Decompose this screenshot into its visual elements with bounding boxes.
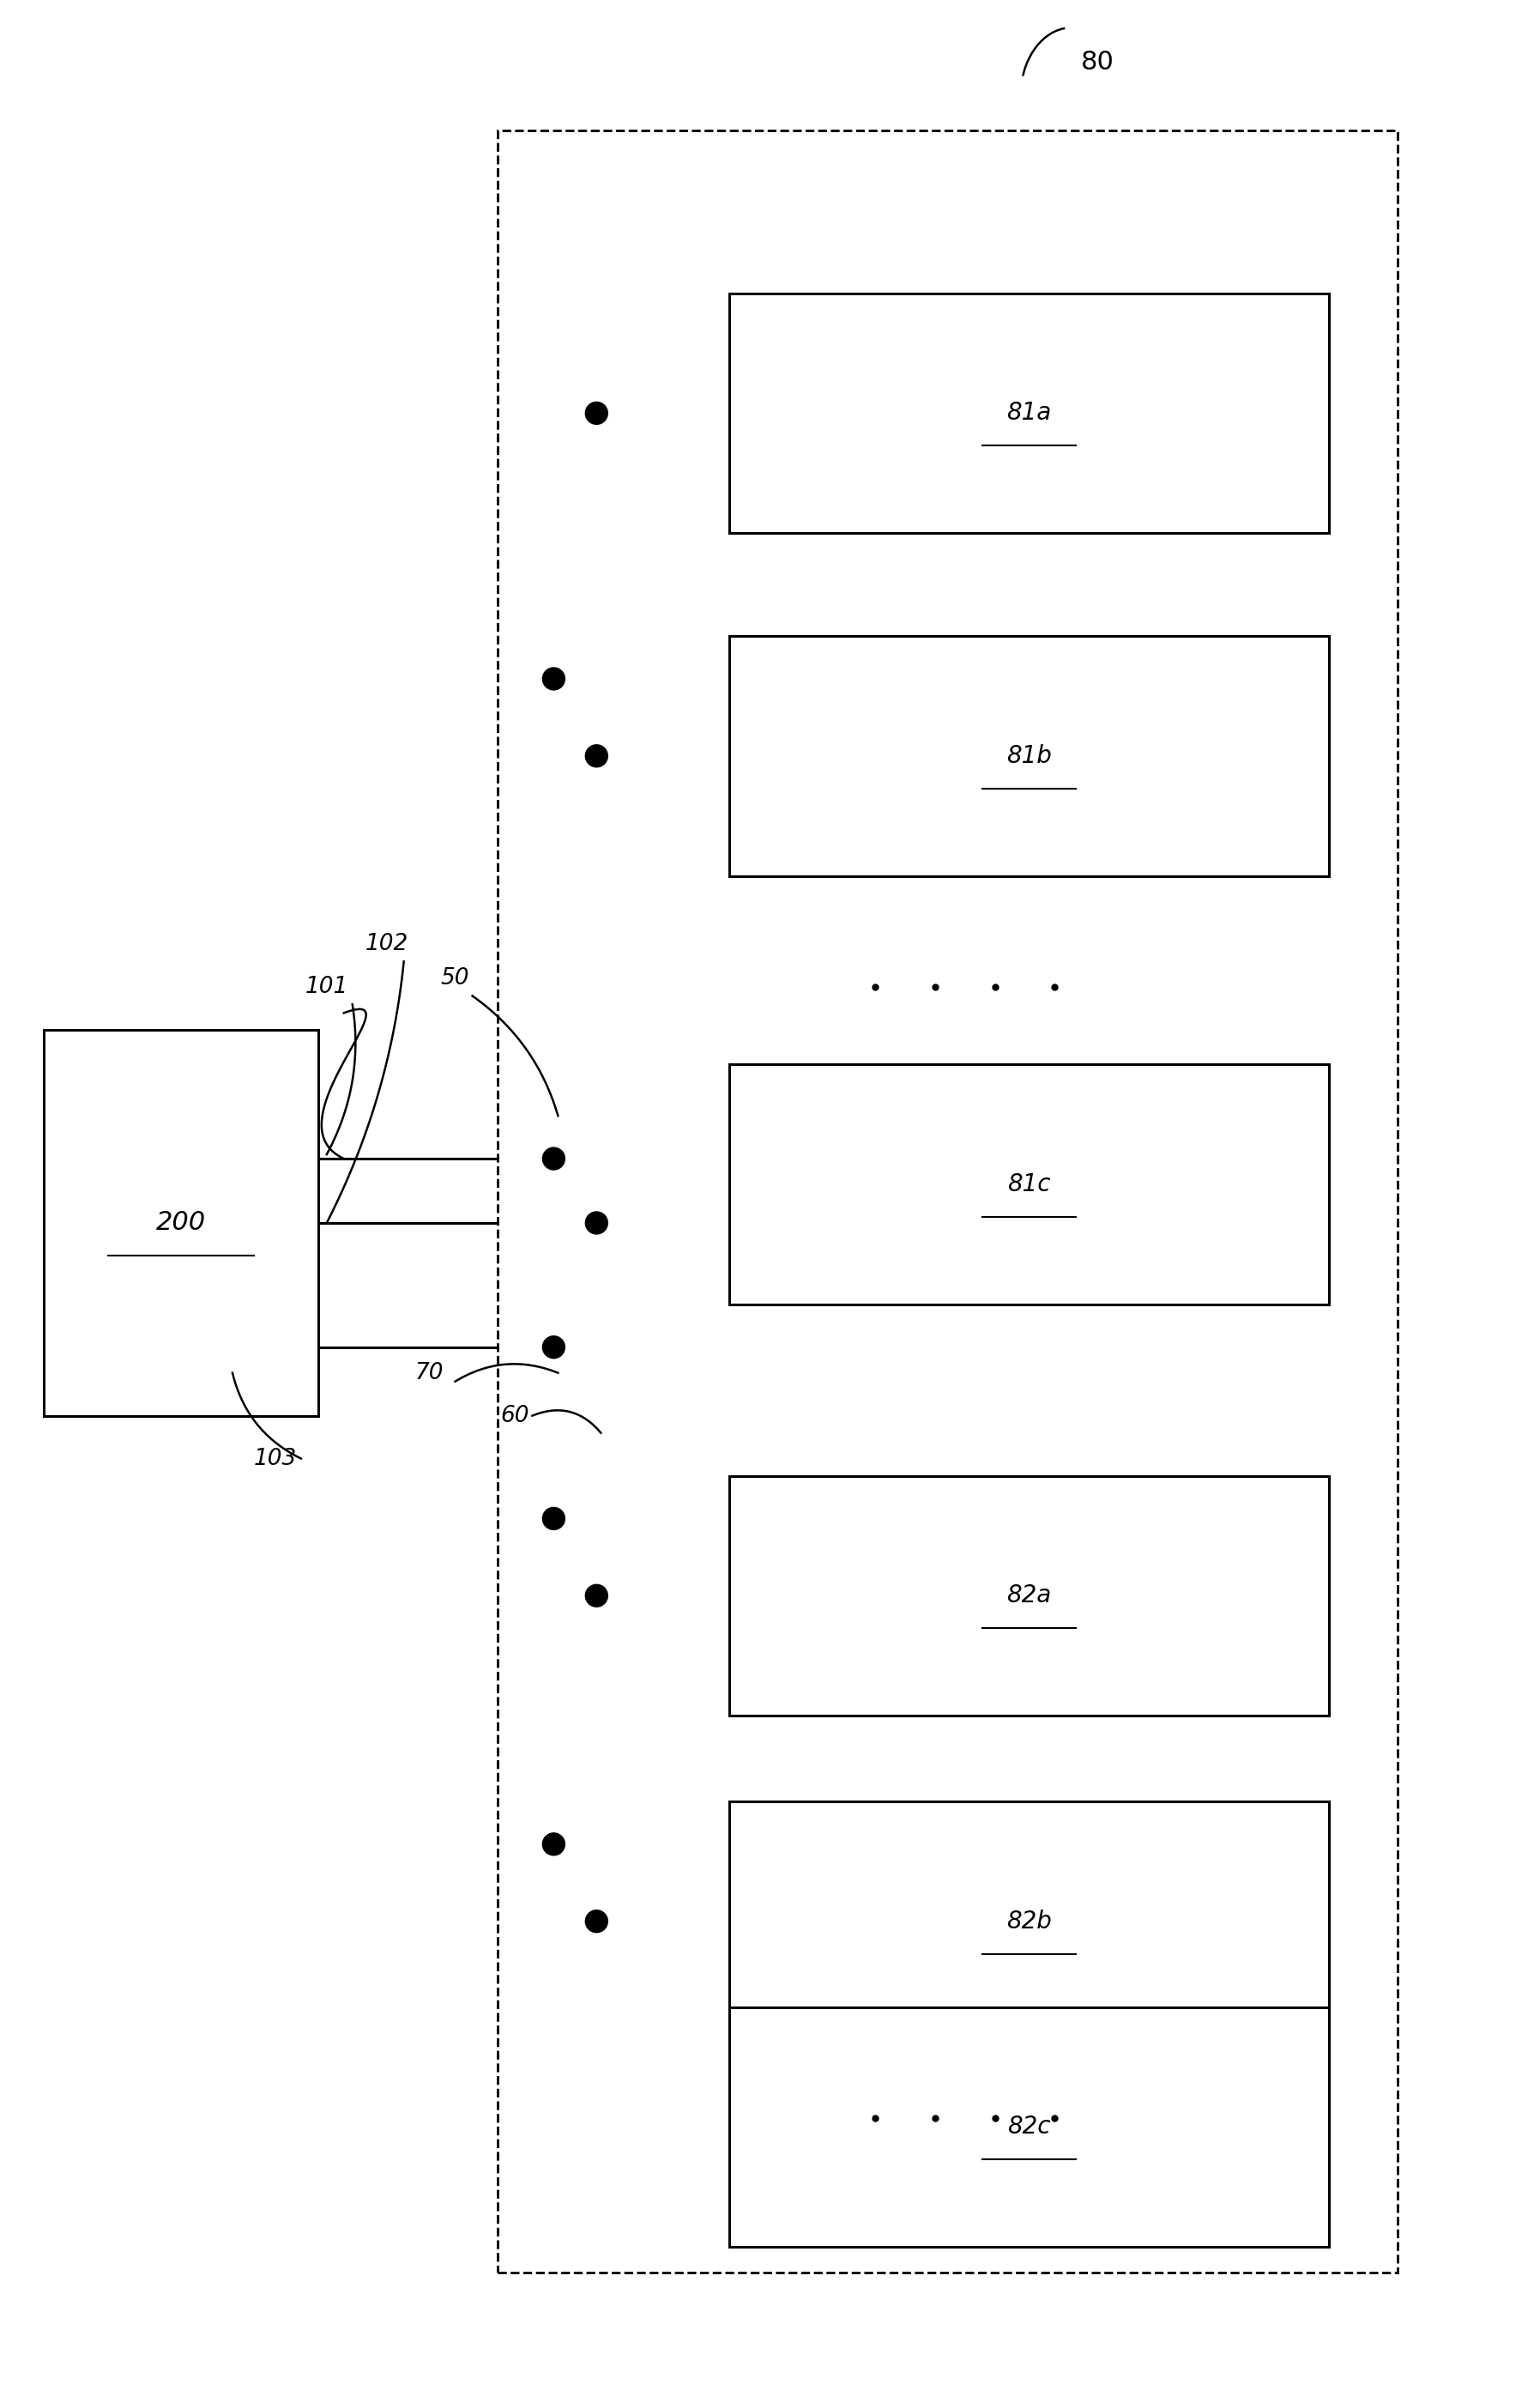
Bar <box>730 1475 1329 1716</box>
Text: 81c: 81c <box>1007 1173 1050 1197</box>
Circle shape <box>585 401 608 425</box>
Bar <box>730 293 1329 533</box>
Bar <box>730 2007 1329 2247</box>
Text: 60: 60 <box>500 1406 530 1427</box>
Text: 200: 200 <box>156 1211 206 1235</box>
Circle shape <box>542 1507 565 1531</box>
Circle shape <box>585 1910 608 1932</box>
Text: 101: 101 <box>305 976 348 997</box>
Bar <box>730 1802 1329 2040</box>
Bar <box>497 130 1397 2273</box>
Text: 81a: 81a <box>1007 401 1052 425</box>
Text: 103: 103 <box>254 1447 297 1471</box>
Text: 82b: 82b <box>1007 1910 1052 1934</box>
Text: 81b: 81b <box>1007 745 1052 769</box>
Text: 80: 80 <box>1081 50 1115 74</box>
Bar <box>45 1031 319 1415</box>
Text: 70: 70 <box>416 1363 444 1384</box>
Circle shape <box>542 1833 565 1855</box>
Circle shape <box>542 1336 565 1358</box>
Circle shape <box>585 745 608 767</box>
Circle shape <box>542 1149 565 1170</box>
Bar <box>730 637 1329 875</box>
Text: 82c: 82c <box>1007 2115 1050 2139</box>
Text: 82a: 82a <box>1007 1584 1052 1608</box>
Circle shape <box>585 1211 608 1235</box>
Bar <box>730 1065 1329 1305</box>
Circle shape <box>542 668 565 690</box>
Text: 102: 102 <box>365 932 408 956</box>
Text: 50: 50 <box>440 968 470 990</box>
Circle shape <box>585 1584 608 1608</box>
